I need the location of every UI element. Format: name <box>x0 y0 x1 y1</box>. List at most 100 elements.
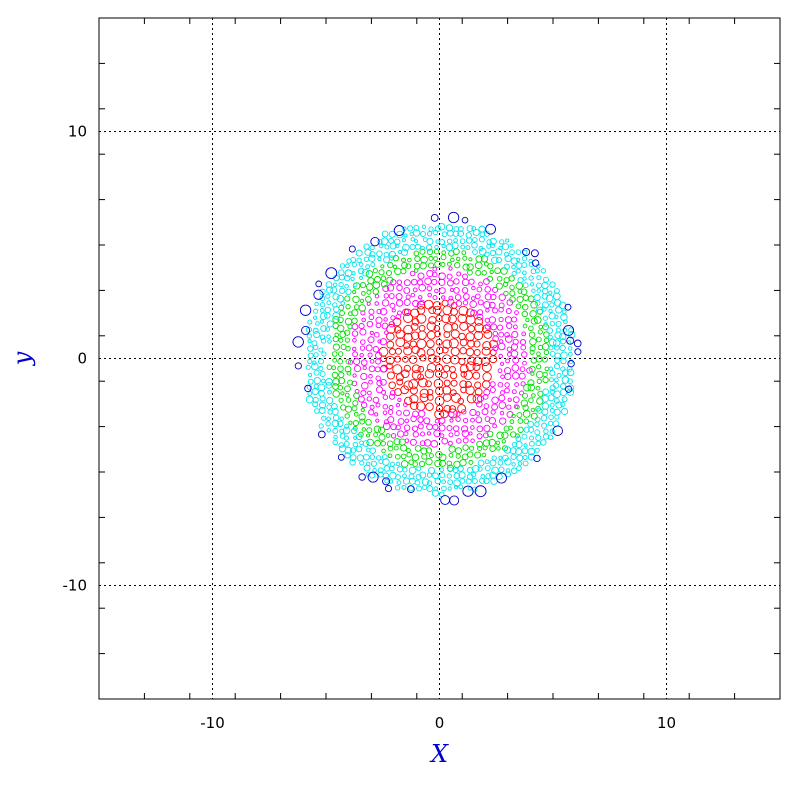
data-point <box>502 454 509 462</box>
data-point <box>567 351 573 357</box>
data-point <box>396 378 404 386</box>
data-point <box>326 416 331 422</box>
data-point <box>441 479 446 485</box>
data-point <box>379 338 387 346</box>
data-point <box>413 250 420 257</box>
data-point <box>488 417 496 425</box>
data-point <box>331 371 339 379</box>
data-point <box>338 397 344 403</box>
data-point <box>354 388 360 394</box>
data-point <box>366 301 371 306</box>
data-point <box>470 417 475 423</box>
data-point <box>351 309 359 317</box>
data-point <box>360 339 366 345</box>
data-point <box>413 224 420 231</box>
data-point <box>543 349 550 356</box>
data-point <box>499 339 504 344</box>
data-point <box>560 351 568 359</box>
data-point <box>332 302 338 308</box>
data-point <box>319 334 326 340</box>
data-point <box>334 332 340 338</box>
data-point <box>516 412 523 418</box>
data-point <box>513 324 518 330</box>
data-point <box>441 299 449 307</box>
data-point <box>529 310 537 318</box>
data-point <box>386 276 394 284</box>
data-point <box>448 452 454 458</box>
data-point <box>505 471 512 478</box>
data-point <box>491 396 499 404</box>
data-point <box>529 349 535 355</box>
data-point <box>465 332 475 342</box>
data-point <box>426 285 433 292</box>
data-point <box>504 387 510 394</box>
data-point <box>438 272 446 280</box>
data-point <box>372 288 379 295</box>
data-point <box>540 268 547 274</box>
data-point <box>356 454 364 462</box>
data-point <box>481 408 489 416</box>
data-point <box>380 237 389 246</box>
data-point <box>492 307 498 314</box>
data-point <box>448 295 454 301</box>
data-point <box>530 412 538 420</box>
data-point <box>508 275 515 282</box>
data-point <box>332 282 338 288</box>
data-point <box>321 351 327 357</box>
data-point <box>421 453 428 460</box>
data-point <box>387 445 394 452</box>
data-point <box>386 340 395 349</box>
data-point <box>466 225 474 233</box>
data-point <box>360 401 368 409</box>
data-point <box>498 293 506 301</box>
data-point <box>471 242 478 249</box>
data-point <box>359 353 364 358</box>
data-point <box>501 243 510 251</box>
data-point <box>480 356 490 367</box>
data-point <box>414 239 419 244</box>
data-point <box>400 248 409 256</box>
data-point <box>496 324 504 331</box>
data-point <box>412 410 419 418</box>
data-point <box>325 381 333 389</box>
data-point <box>552 382 560 389</box>
data-point <box>320 338 327 344</box>
data-point <box>529 282 535 287</box>
data-point <box>543 276 549 283</box>
data-point <box>359 275 364 280</box>
data-point <box>363 243 370 250</box>
data-point <box>530 357 538 364</box>
data-point <box>565 385 573 393</box>
data-point <box>319 302 326 308</box>
data-point <box>382 422 391 431</box>
data-point <box>386 371 395 380</box>
data-point <box>387 416 395 424</box>
data-point <box>383 256 391 264</box>
data-point <box>535 434 542 441</box>
data-point <box>474 293 481 300</box>
data-point <box>368 254 376 262</box>
data-point <box>560 366 566 372</box>
data-point <box>367 390 372 396</box>
data-point <box>481 362 492 373</box>
data-point <box>548 414 554 420</box>
data-point <box>470 309 478 317</box>
data-point <box>520 381 526 387</box>
data-point <box>542 371 548 378</box>
data-point <box>553 288 560 294</box>
data-point <box>541 356 548 363</box>
data-point <box>426 339 435 349</box>
data-point <box>424 277 432 285</box>
data-point <box>441 295 446 300</box>
data-point <box>495 282 503 290</box>
data-point <box>378 269 385 276</box>
data-point <box>319 371 326 378</box>
data-point <box>344 274 351 282</box>
data-point <box>433 325 441 332</box>
data-point <box>397 418 405 425</box>
data-point <box>430 213 439 222</box>
data-point <box>363 453 370 461</box>
data-point <box>447 408 458 419</box>
data-point <box>434 244 439 250</box>
